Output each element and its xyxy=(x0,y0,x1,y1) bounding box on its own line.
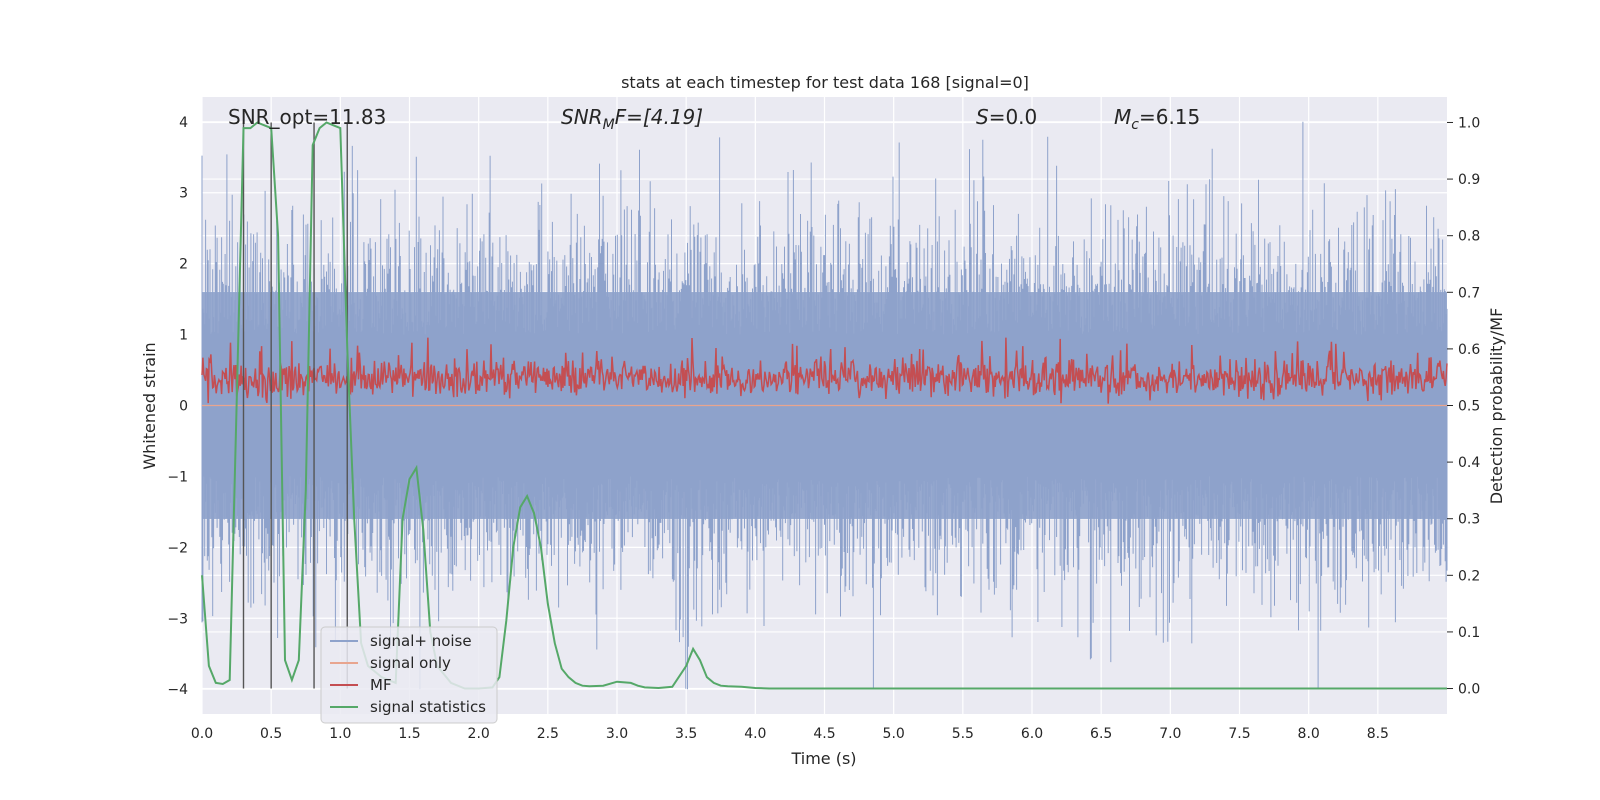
legend-label-signal-noise: signal+ noise xyxy=(370,632,472,650)
y2-tick-label: 0.4 xyxy=(1458,455,1480,471)
mc-annotation: Mc=6.15 xyxy=(1114,105,1200,133)
y2-ticks: 1.0 0.9 0.8 0.7 0.6 0.5 0.4 0.3 0.2 0.1 0.0 xyxy=(1447,115,1480,698)
y2-tick-label: 0.2 xyxy=(1458,568,1480,584)
x-tick-label: 2.0 xyxy=(468,726,490,742)
y-tick-label: −1 xyxy=(167,469,188,485)
y-tick-label: 4 xyxy=(179,115,188,131)
y2-tick-label: 0.6 xyxy=(1458,342,1480,358)
y2-axis-label: Detection probability/MF xyxy=(1487,308,1506,505)
x-tick-label: 2.5 xyxy=(537,726,559,742)
snr-mf-base: SNR xyxy=(561,105,603,129)
y-tick-label: 0 xyxy=(179,399,188,415)
mf-trace xyxy=(201,337,1448,404)
s-label: S xyxy=(976,105,989,129)
legend-label-signal-only: signal only xyxy=(370,654,451,672)
x-tick-label: 7.0 xyxy=(1159,726,1181,742)
x-tick-label: 8.5 xyxy=(1367,726,1389,742)
x-tick-label: 0.0 xyxy=(191,726,213,742)
legend-label-mf: MF xyxy=(370,676,392,694)
x-tick-label: 1.0 xyxy=(329,726,351,742)
snr-opt-annotation: SNR_opt=11.83 xyxy=(228,105,386,129)
snr-mf-sub: M xyxy=(603,117,615,133)
x-tick-label: 3.5 xyxy=(675,726,697,742)
y2-tick-label: 0.3 xyxy=(1458,512,1480,528)
x-tick-label: 7.5 xyxy=(1228,726,1250,742)
y-axis-label: Whitened strain xyxy=(140,342,159,469)
x-tick-label: 8.0 xyxy=(1298,726,1320,742)
mf-series xyxy=(201,337,1448,404)
mc-value: =6.15 xyxy=(1139,105,1200,129)
x-tick-label: 4.0 xyxy=(744,726,766,742)
x-tick-label: 5.5 xyxy=(952,726,974,742)
legend-label-signal-statistics: signal statistics xyxy=(370,698,486,716)
x-tick-label: 6.5 xyxy=(1090,726,1112,742)
x-ticks: 0.0 0.5 1.0 1.5 2.0 2.5 3.0 3.5 4.0 4.5 5.0 5.5 6.0 6… xyxy=(191,726,1389,742)
y2-tick-label: 1.0 xyxy=(1458,115,1480,131)
snr-mf-annotation: SNRMF=[4.19] xyxy=(561,105,703,133)
y-tick-label: 1 xyxy=(179,328,188,344)
y2-tick-label: 0.5 xyxy=(1458,399,1480,415)
x-tick-label: 1.5 xyxy=(398,726,420,742)
y2-tick-label: 0.7 xyxy=(1458,285,1480,301)
x-axis-label: Time (s) xyxy=(790,749,856,768)
y-tick-label: −2 xyxy=(167,540,188,556)
y2-tick-label: 0.8 xyxy=(1458,229,1480,245)
mc-sub: c xyxy=(1131,117,1139,133)
y-tick-label: −3 xyxy=(167,611,188,627)
snr-mf-tail: F=[4.19] xyxy=(615,105,703,129)
plot-title: stats at each timestep for test data 168… xyxy=(621,73,1029,92)
s-value: =0.0 xyxy=(989,105,1038,129)
x-tick-label: 3.0 xyxy=(606,726,628,742)
vertical-markers xyxy=(242,122,348,689)
mc-base: M xyxy=(1114,105,1131,129)
y2-tick-label: 0.1 xyxy=(1458,625,1480,641)
y-tick-label: 2 xyxy=(179,257,188,273)
y2-tick-label: 0.0 xyxy=(1458,682,1480,698)
x-tick-label: 6.0 xyxy=(1021,726,1043,742)
y-tick-label: −4 xyxy=(167,682,188,698)
x-tick-label: 0.5 xyxy=(260,726,282,742)
y-tick-label: 3 xyxy=(179,186,188,202)
y-ticks: 4 3 2 1 0 −1 −2 −3 −4 xyxy=(167,115,188,698)
signal-statistics-series xyxy=(201,121,1447,690)
x-tick-label: 5.0 xyxy=(883,726,905,742)
x-tick-label: 4.5 xyxy=(813,726,835,742)
legend-box xyxy=(320,626,498,724)
legend: signal+ noise signal only MF signal stat… xyxy=(320,626,498,724)
s-annotation: S=0.0 xyxy=(976,105,1037,129)
signal-statistics-line xyxy=(201,121,1447,690)
y2-tick-label: 0.9 xyxy=(1458,172,1480,188)
